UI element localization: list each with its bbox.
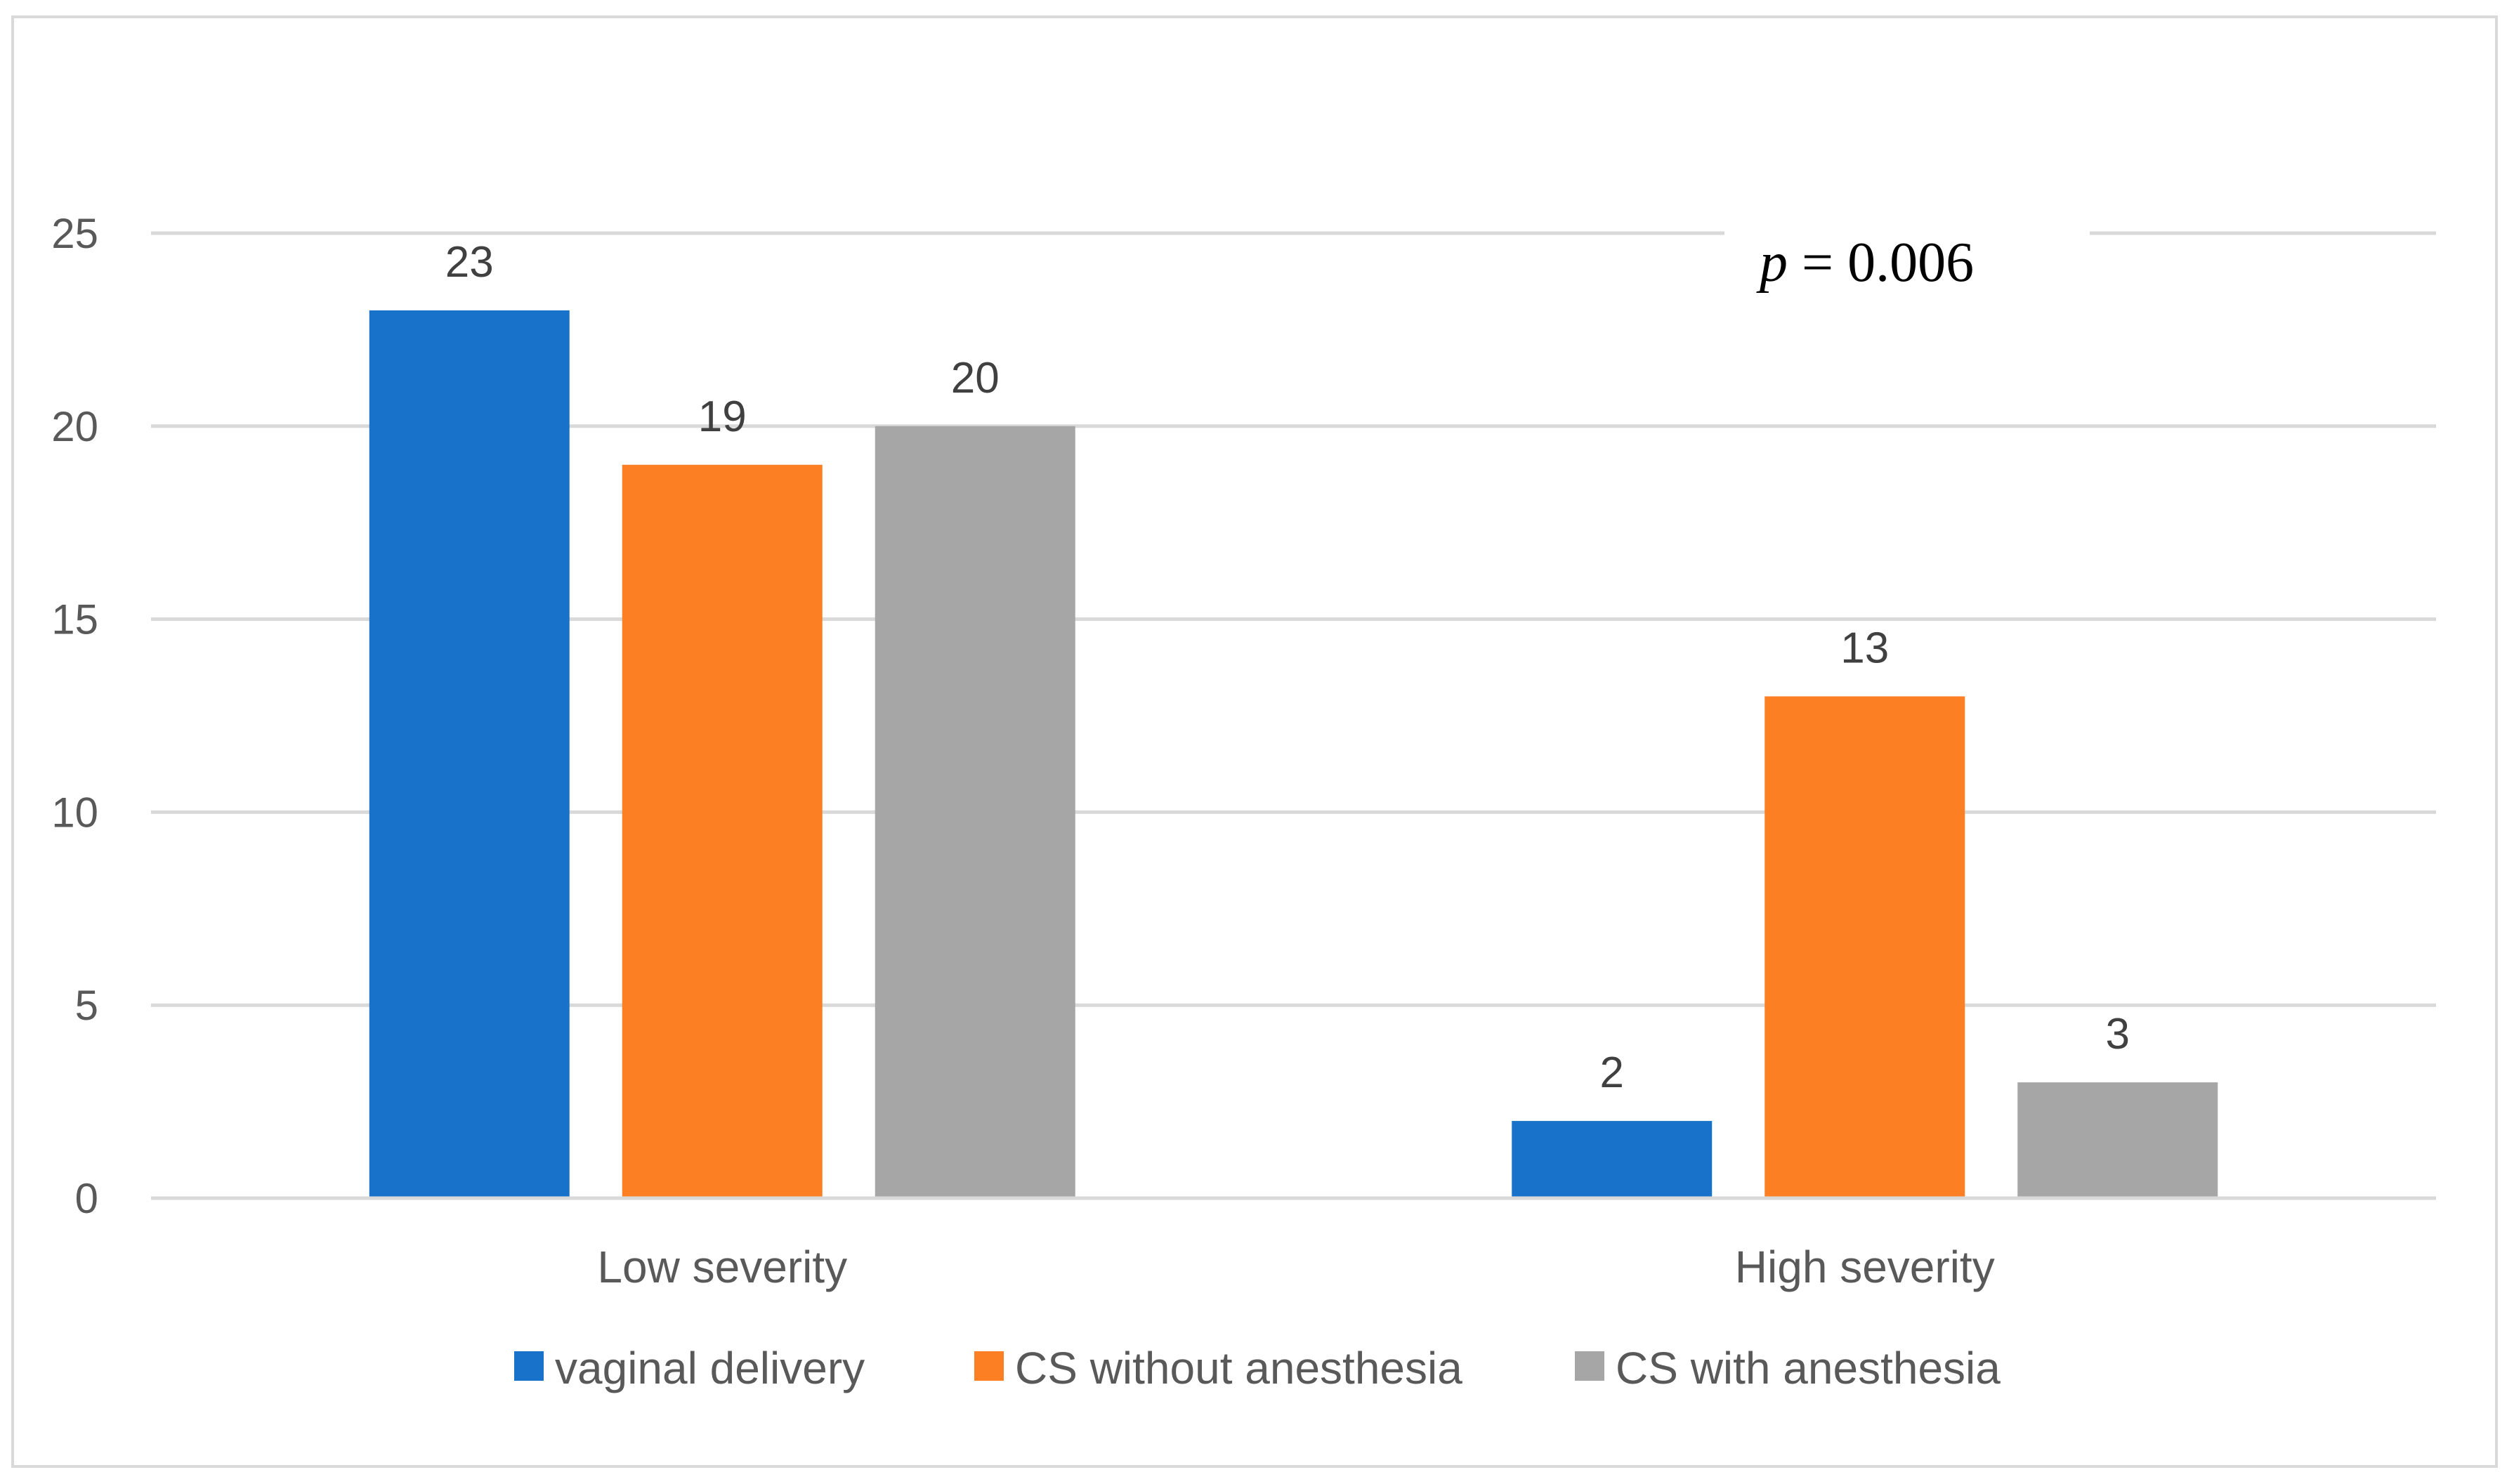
data-label: 20	[951, 354, 1000, 402]
legend-label-2: CS with anesthesia	[1616, 1343, 2001, 1393]
data-labels: 23 19 20 2 13 3	[445, 238, 2130, 1097]
legend-swatch-1	[974, 1351, 1004, 1381]
y-tick-label: 0	[75, 1175, 98, 1222]
y-tick-label: 15	[51, 596, 98, 643]
annotation-background	[1724, 211, 2090, 323]
x-axis-categories: Low severity High severity	[151, 1196, 2436, 1292]
p-value-text: = 0.006	[1788, 232, 1974, 294]
category-label: High severity	[1735, 1242, 1995, 1292]
data-label: 2	[1600, 1049, 1624, 1097]
bar-high-severity-series-0	[1512, 1121, 1713, 1198]
legend-swatch-0	[514, 1351, 544, 1381]
y-tick-label: 25	[51, 210, 98, 257]
data-label: 3	[2106, 1010, 2130, 1058]
bars	[369, 310, 2218, 1198]
category-label: Low severity	[597, 1242, 847, 1292]
data-label: 19	[698, 393, 747, 441]
y-tick-label: 10	[51, 789, 98, 836]
p-symbol: p	[1756, 232, 1788, 294]
bar-low-severity-series-0	[369, 310, 570, 1198]
bar-high-severity-series-1	[1765, 696, 1965, 1198]
bar-low-severity-series-2	[875, 426, 1075, 1198]
legend-label-0: vaginal delivery	[555, 1343, 865, 1393]
legend-label-1: CS without anesthesia	[1015, 1343, 1462, 1393]
p-value-annotation: p = 0.006	[1756, 232, 1974, 294]
bar-high-severity-series-2	[2017, 1082, 2218, 1198]
data-label: 13	[1840, 624, 1889, 673]
bar-low-severity-series-1	[622, 464, 823, 1198]
y-tick-label: 20	[51, 403, 98, 450]
legend: vaginal delivery CS without anesthesia CS …	[514, 1343, 2001, 1393]
y-axis-ticks: 0 5 10 15 20 25	[51, 210, 98, 1222]
y-tick-label: 5	[75, 982, 98, 1029]
legend-swatch-2	[1575, 1351, 1604, 1381]
data-label: 23	[445, 238, 494, 287]
